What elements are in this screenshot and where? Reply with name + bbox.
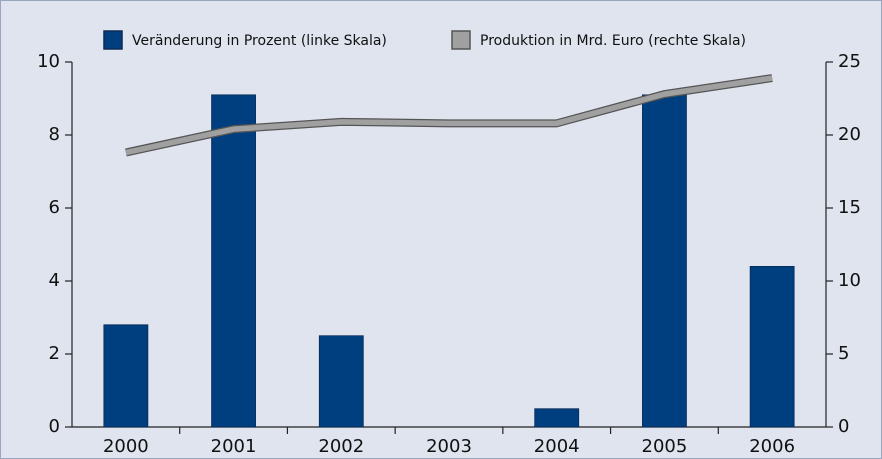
bar [749, 265, 795, 428]
legend-label: Veränderung in Prozent (linke Skala) [132, 33, 387, 49]
y-tick-label: 0 [49, 416, 60, 437]
x-tick-label: 2004 [534, 436, 580, 457]
y-tick-label: 10 [37, 51, 60, 72]
y-tick-label: 4 [49, 270, 60, 291]
x-tick-label: 2005 [642, 436, 688, 457]
legend-swatch [103, 30, 123, 50]
line [125, 75, 773, 156]
bar [318, 335, 364, 428]
y-tick-label: 2 [49, 343, 60, 364]
y-tick-label: 8 [49, 124, 60, 145]
y2-tick-label: 10 [838, 270, 861, 291]
x-tick-label: 2001 [211, 436, 257, 457]
bar [534, 408, 580, 428]
y2-tick-label: 25 [838, 51, 861, 72]
y2-tick-label: 0 [838, 416, 849, 437]
bar [211, 94, 256, 428]
y2-tick-label: 5 [838, 343, 849, 364]
x-tick-label: 2003 [426, 436, 472, 457]
x-tick-label: 2002 [318, 436, 364, 457]
x-tick-label: 2006 [749, 436, 795, 457]
legend-label: Produktion in Mrd. Euro (rechte Skala) [480, 33, 746, 49]
y2-tick-label: 20 [838, 124, 861, 145]
bar [642, 94, 687, 428]
y2-tick-label: 15 [838, 197, 861, 218]
bar [103, 324, 149, 428]
legend-swatch [451, 30, 471, 50]
x-tick-label: 2000 [103, 436, 149, 457]
y-tick-label: 6 [49, 197, 60, 218]
